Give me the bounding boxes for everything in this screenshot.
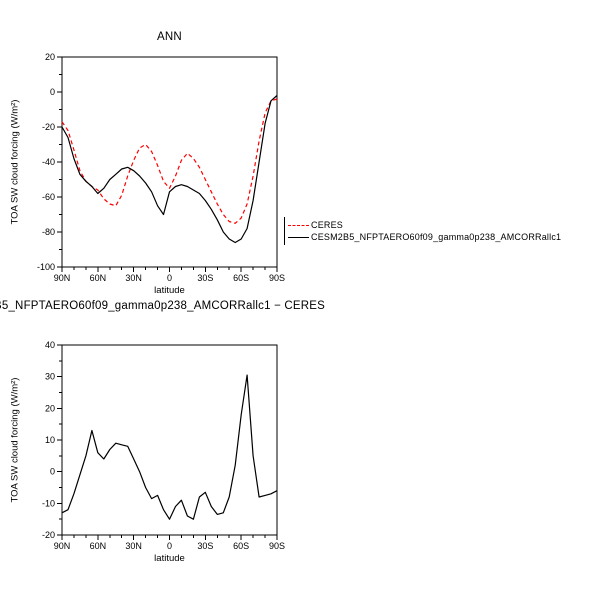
diff-chart-title: B5_NFPTAERO60f09_gamma0p238_AMCORRallc1 … [0,300,326,312]
svg-text:-20: -20 [42,530,55,540]
svg-text:20: 20 [45,403,55,413]
svg-text:0: 0 [50,87,55,97]
svg-text:30S: 30S [197,541,213,551]
top-chart-x-axis-label: latitude [154,285,185,296]
svg-text:-60: -60 [42,192,55,202]
svg-text:0: 0 [167,541,172,551]
model-line-sample-icon [288,236,309,238]
svg-text:90S: 90S [269,541,285,551]
legend-entry-ceres: CERES [288,219,561,231]
svg-text:60S: 60S [233,273,249,283]
svg-text:-20: -20 [42,122,55,132]
ceres-line-sample-icon [288,224,309,226]
svg-text:90N: 90N [54,273,71,283]
svg-text:10: 10 [45,435,55,445]
legend-entry-model: CESM2B5_NFPTAERO60f09_gamma0p238_AMCORRa… [288,231,561,243]
svg-text:60N: 60N [90,273,107,283]
diff-chart-x-axis-label: latitude [154,553,185,564]
svg-text:60S: 60S [233,541,249,551]
svg-text:30N: 30N [125,273,142,283]
svg-text:30N: 30N [125,541,142,551]
svg-text:40: 40 [45,340,55,350]
svg-text:-10: -10 [42,498,55,508]
top-chart-y-axis-label: TOA SW cloud forcing (W/m²) [9,99,21,225]
top-chart-title: ANN [157,31,182,43]
svg-text:-100: -100 [37,262,55,272]
svg-text:-80: -80 [42,227,55,237]
legend-entry-label: CERES [311,220,344,230]
legend-entry-label: CESM2B5_NFPTAERO60f09_gamma0p238_AMCORRa… [311,232,562,242]
svg-text:0: 0 [50,467,55,477]
svg-text:30: 30 [45,372,55,382]
svg-text:60N: 60N [90,541,107,551]
svg-text:-40: -40 [42,157,55,167]
svg-text:20: 20 [45,52,55,62]
svg-text:90N: 90N [54,541,71,551]
svg-text:30S: 30S [197,273,213,283]
svg-text:90S: 90S [269,273,285,283]
diff-chart-y-axis-label: TOA SW cloud forcing (W/m²) [9,377,21,503]
legend: CERES CESM2B5_NFPTAERO60f09_gamma0p238_A… [284,217,561,245]
svg-text:0: 0 [167,273,172,283]
